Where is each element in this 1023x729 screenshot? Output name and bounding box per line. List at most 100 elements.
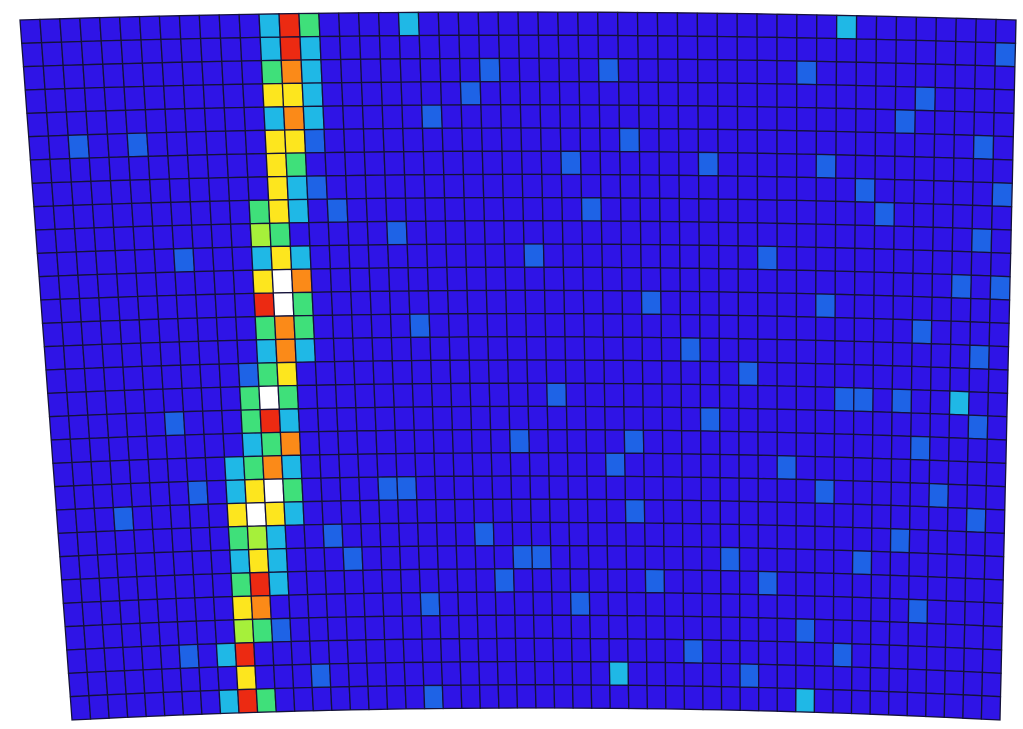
heatmap-cell [618,81,640,106]
heatmap-cell [796,130,818,156]
heatmap-cell [354,383,376,409]
heatmap-cell [893,225,915,251]
heatmap-cell [948,390,970,416]
heatmap-cell [873,248,895,274]
heatmap-cell [933,156,955,182]
heatmap-cell [417,11,440,37]
heatmap-cell [206,153,229,179]
heatmap-cell [488,382,510,408]
heatmap-cell [295,361,318,387]
heatmap-cell [739,686,760,712]
heatmap-cell [244,129,267,155]
heatmap-cell [971,181,994,207]
heatmap-cell [597,11,619,37]
heatmap-cell [700,523,722,549]
heatmap-cell [528,428,550,454]
heatmap-cell [420,615,442,640]
heatmap-cell [776,408,797,434]
heatmap-cell [331,314,354,340]
heatmap-cell [599,127,621,153]
heatmap-cell [544,312,566,338]
heatmap-cell [952,180,974,206]
heatmap-cell [590,661,611,686]
heatmap-cell [776,571,797,597]
heatmap-cell [452,452,474,477]
heatmap-cell [234,641,256,668]
heatmap-cell [682,615,704,641]
heatmap-cell [294,338,317,363]
heatmap-cell [776,292,798,318]
heatmap-cell [490,452,512,477]
heatmap-cell [915,16,937,42]
heatmap-cell [927,529,949,555]
heatmap-cell [451,429,473,454]
heatmap-cell [134,552,157,578]
heatmap-cell [776,36,798,62]
heatmap-cell [468,359,490,384]
heatmap-cell [606,545,628,570]
heatmap-cell [736,129,759,154]
heatmap-cell [288,221,311,247]
heatmap-cell [908,528,930,555]
heatmap-cell [325,174,348,200]
heatmap-cell [795,571,816,597]
heatmap-cell [545,359,567,384]
heatmap-cell [834,247,856,273]
heatmap-cell [617,34,639,60]
heatmap-cell [676,12,699,37]
heatmap-cell [87,413,110,440]
heatmap-cell [642,406,664,432]
heatmap-cell [289,245,312,271]
heatmap-cell [88,437,111,463]
heatmap-cell [139,621,161,648]
heatmap-cell [410,336,432,362]
heatmap-cell [308,221,330,247]
heatmap-cell [323,546,345,572]
heatmap-cell [701,616,722,641]
heatmap-cell [496,660,518,686]
heatmap-cell [93,226,116,252]
heatmap-cell [757,268,778,294]
heatmap-cell [737,314,759,340]
heatmap-cell [221,409,243,435]
heatmap-cell [395,452,417,478]
heatmap-cell [74,507,97,534]
heatmap-cell [101,623,124,649]
heatmap-cell [579,150,602,176]
heatmap-cell [173,573,196,600]
heatmap-cell [467,336,490,361]
heatmap-cell [719,546,741,572]
heatmap-cell [795,478,816,504]
heatmap-cell [914,109,936,135]
heatmap-cell [174,270,197,297]
heatmap-cell [776,547,797,573]
heatmap-cell [147,155,171,181]
heatmap-cell [454,498,476,524]
heatmap-cell [523,266,546,292]
heatmap-cell [973,88,996,114]
heatmap-cell [524,289,546,315]
heatmap-cell [623,406,645,431]
heatmap-cell [698,221,720,247]
heatmap-cell [435,498,457,524]
heatmap-cell [698,267,720,293]
heatmap-cell [364,615,386,641]
heatmap-cell [340,58,363,84]
heatmap-cell [523,243,545,268]
heatmap-cell [519,104,542,129]
heatmap-cell [279,431,302,457]
heatmap-cell [869,667,890,693]
heatmap-cell [112,506,135,532]
heatmap-cell [814,525,835,551]
heatmap-cell [682,569,703,595]
heatmap-cell [328,662,350,688]
heatmap-cell [606,522,627,547]
heatmap-cell [815,200,837,226]
heatmap-cell [757,524,778,550]
heatmap-cell [756,13,778,39]
heatmap-cell [491,475,513,500]
heatmap-cell [539,104,562,129]
heatmap-cell [816,14,838,40]
heatmap-cell [992,112,1015,138]
heatmap-cell [853,294,875,320]
